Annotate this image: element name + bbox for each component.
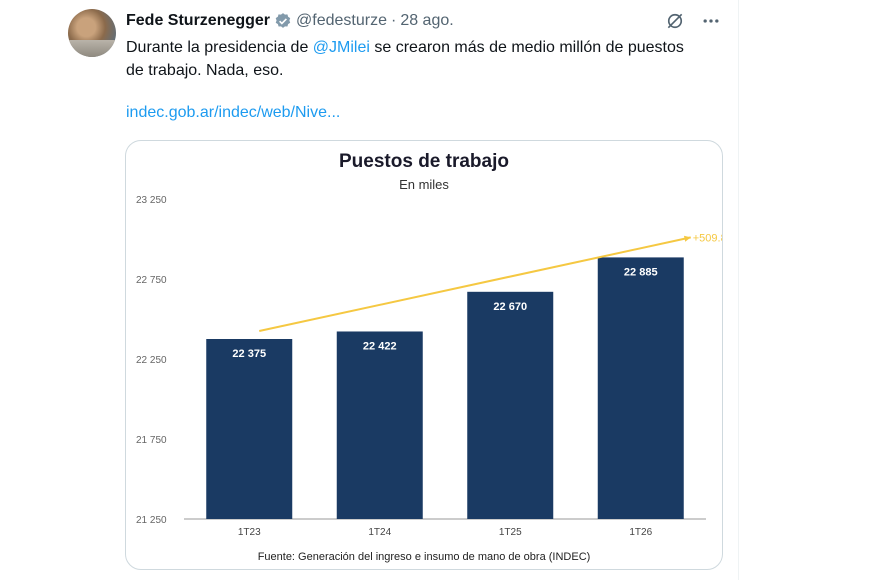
verified-badge-icon	[274, 12, 292, 30]
tweet-text-end: se crearon más de medio millón de puesto…	[126, 39, 684, 79]
bar-value-label: 22 670	[493, 301, 527, 313]
separator-dot: ·	[390, 12, 397, 29]
trend-arrow-line	[259, 236, 691, 332]
avatar[interactable]	[68, 9, 116, 57]
bar	[597, 257, 684, 519]
bar-value-label: 22 375	[232, 348, 266, 360]
y-tick-label: 21 750	[136, 435, 167, 446]
column-divider	[738, 0, 739, 580]
trend-arrow-head	[683, 235, 691, 242]
mention-link[interactable]: @JMilei	[312, 39, 370, 56]
bar-chart: 21 250 21 750 22 250 22 750 23 250 22 375 1T23…	[136, 195, 722, 538]
bar	[206, 339, 293, 519]
bar-value-label: 22 422	[363, 340, 397, 352]
tweet[interactable]: Fede Sturzenegger @fedesturze · 28 ago. …	[0, 0, 738, 580]
tweet-header: Fede Sturzenegger @fedesturze · 28 ago.	[126, 10, 454, 32]
y-tick-label: 21 250	[136, 515, 167, 526]
chart-title: Puestos de trabajo	[339, 151, 509, 172]
y-tick-label: 22 750	[136, 275, 167, 286]
chart-source: Fuente: Generación del ingreso e insumo …	[257, 551, 591, 563]
bar-value-label: 22 885	[624, 266, 658, 278]
tweet-text-start: Durante la presidencia de	[126, 39, 313, 56]
x-tick-label: 1T25	[499, 527, 522, 538]
y-tick-label: 23 250	[136, 195, 167, 206]
grok-icon[interactable]	[664, 10, 686, 32]
x-tick-label: 1T26	[629, 527, 652, 538]
external-link[interactable]: indec.gob.ar/indec/web/Nive...	[126, 104, 341, 121]
bar	[336, 331, 423, 519]
chart-card[interactable]: Puestos de trabajo En miles 21 250 21 750…	[125, 140, 723, 570]
chart-subtitle: En miles	[399, 177, 449, 192]
trend-annotation: +509.876	[693, 232, 722, 244]
more-icon[interactable]	[700, 10, 722, 32]
bar	[467, 291, 554, 519]
x-tick-label: 1T23	[238, 527, 261, 538]
author-handle[interactable]: @fedesturze	[296, 12, 387, 29]
x-tick-label: 1T24	[368, 527, 391, 538]
tweet-date[interactable]: 28 ago.	[400, 12, 454, 29]
tweet-actions	[664, 10, 722, 32]
tweet-text: Durante la presidencia de @JMilei se cre…	[126, 36, 686, 82]
y-tick-label: 22 250	[136, 355, 167, 366]
author-name[interactable]: Fede Sturzenegger	[126, 12, 271, 29]
